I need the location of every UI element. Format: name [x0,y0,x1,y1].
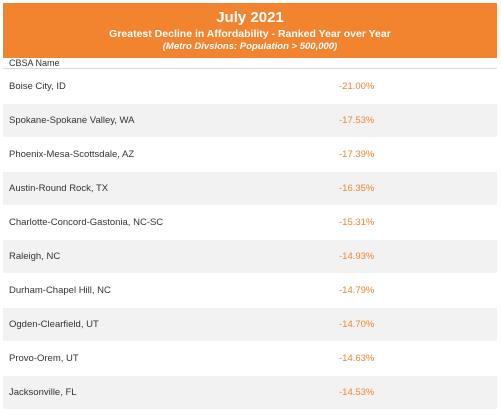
cbsa-name-cell: Ogden-Clearfield, UT [9,319,99,330]
table-header: July 2021 Greatest Decline in Affordabil… [3,3,497,58]
cbsa-name-cell: Phoenix-Mesa-Scottsdale, AZ [9,149,135,160]
cbsa-name-cell: Provo-Orem, UT [9,353,79,364]
cbsa-name-cell: Charlotte-Concord-Gastonia, NC-SC [9,217,164,228]
table-row: Phoenix-Mesa-Scottsdale, AZ -17.39% [3,138,497,172]
change-value-cell: -14.70% [339,319,375,330]
table-note: (Metro Divsions: Population > 500,000) [162,41,338,52]
change-value-cell: -14.63% [339,353,375,364]
change-value-cell: -21.00% [339,81,375,92]
table-row: Durham-Chapel Hill, NC -14.79% [3,274,497,308]
cbsa-name-cell: Boise City, ID [9,81,66,92]
cbsa-name-cell: Jacksonville, FL [9,387,77,398]
cbsa-name-cell: Durham-Chapel Hill, NC [9,285,111,296]
table-row: Provo-Orem, UT -14.63% [3,342,497,376]
cbsa-name-cell: Austin-Round Rock, TX [9,183,109,194]
cbsa-name-cell: Spokane-Spokane Valley, WA [9,115,135,126]
change-value-cell: -16.35% [339,183,375,194]
table-title: July 2021 [216,9,284,26]
table-body: Boise City, ID -21.00% Spokane-Spokane Val… [3,70,497,410]
table-row: Charlotte-Concord-Gastonia, NC-SC -15.31% [3,206,497,240]
table-row: Boise City, ID -21.00% [3,70,497,104]
table-row: Jacksonville, FL -14.53% [3,376,497,410]
change-value-cell: -14.93% [339,251,375,262]
cbsa-name-cell: Raleigh, NC [9,251,61,262]
change-value-cell: -15.31% [339,217,375,228]
table-row: Austin-Round Rock, TX -16.35% [3,172,497,206]
table-subtitle: Greatest Decline in Affordability - Rank… [109,28,391,40]
table-row: Raleigh, NC -14.93% [3,240,497,274]
affordability-table: July 2021 Greatest Decline in Affordabil… [3,3,497,413]
change-value-cell: -17.53% [339,115,375,126]
column-header-cbsa-name: CBSA Name [3,58,497,69]
change-value-cell: -14.53% [339,387,375,398]
table-row: Ogden-Clearfield, UT -14.70% [3,308,497,342]
table-row: Spokane-Spokane Valley, WA -17.53% [3,104,497,138]
change-value-cell: -17.39% [339,149,375,160]
change-value-cell: -14.79% [339,285,375,296]
